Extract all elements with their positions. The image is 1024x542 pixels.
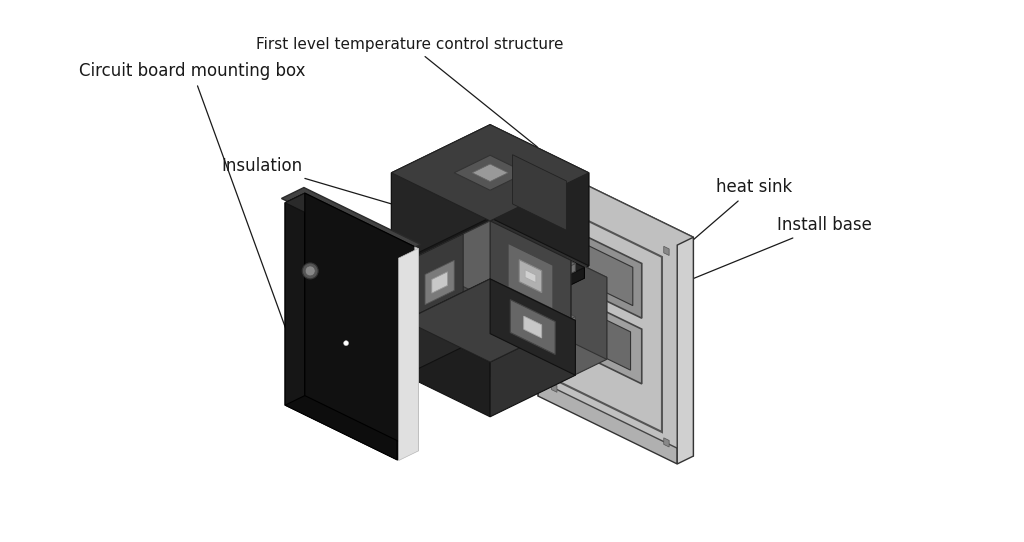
- Polygon shape: [490, 260, 570, 376]
- Polygon shape: [305, 193, 417, 450]
- Polygon shape: [664, 246, 669, 255]
- Polygon shape: [425, 260, 455, 305]
- Polygon shape: [410, 234, 463, 337]
- Polygon shape: [404, 320, 490, 417]
- Polygon shape: [588, 246, 633, 306]
- Text: Insulation: Insulation: [221, 157, 476, 229]
- Polygon shape: [404, 279, 575, 362]
- Polygon shape: [282, 188, 421, 255]
- Polygon shape: [396, 222, 585, 313]
- Polygon shape: [285, 396, 417, 460]
- Polygon shape: [391, 125, 490, 266]
- Polygon shape: [490, 267, 585, 324]
- Text: Install base: Install base: [617, 216, 871, 309]
- Text: First level temperature control structure: First level temperature control structur…: [256, 37, 564, 147]
- Polygon shape: [523, 316, 542, 338]
- Polygon shape: [410, 260, 490, 376]
- Polygon shape: [397, 248, 417, 460]
- Polygon shape: [410, 221, 570, 300]
- Polygon shape: [490, 221, 570, 337]
- Circle shape: [305, 266, 315, 276]
- Polygon shape: [566, 257, 607, 359]
- Polygon shape: [490, 279, 575, 375]
- Circle shape: [344, 341, 348, 346]
- Polygon shape: [285, 193, 417, 257]
- Polygon shape: [285, 193, 305, 405]
- Polygon shape: [410, 221, 490, 337]
- Circle shape: [302, 263, 318, 279]
- Polygon shape: [539, 169, 693, 245]
- Polygon shape: [490, 275, 575, 324]
- Polygon shape: [432, 272, 447, 293]
- Polygon shape: [490, 317, 575, 366]
- Polygon shape: [504, 257, 566, 370]
- Polygon shape: [552, 191, 557, 201]
- Polygon shape: [508, 243, 553, 309]
- Polygon shape: [513, 154, 566, 230]
- Polygon shape: [396, 267, 490, 324]
- Polygon shape: [490, 320, 575, 417]
- Polygon shape: [539, 169, 554, 396]
- Polygon shape: [415, 247, 419, 451]
- Polygon shape: [525, 270, 536, 282]
- Polygon shape: [490, 222, 575, 271]
- Polygon shape: [552, 383, 557, 392]
- Polygon shape: [539, 177, 677, 464]
- Polygon shape: [391, 173, 490, 314]
- Polygon shape: [455, 155, 526, 190]
- Text: heat sink: heat sink: [573, 178, 792, 344]
- Polygon shape: [490, 263, 575, 313]
- Polygon shape: [404, 275, 575, 358]
- Polygon shape: [404, 279, 490, 375]
- Polygon shape: [519, 260, 542, 293]
- Polygon shape: [490, 125, 589, 266]
- Polygon shape: [391, 125, 589, 221]
- Polygon shape: [396, 244, 443, 279]
- Polygon shape: [554, 169, 693, 456]
- Polygon shape: [677, 237, 693, 464]
- Polygon shape: [510, 300, 555, 354]
- Polygon shape: [504, 257, 607, 308]
- Polygon shape: [398, 248, 419, 461]
- Polygon shape: [579, 299, 642, 384]
- Polygon shape: [404, 222, 575, 305]
- Polygon shape: [579, 233, 642, 318]
- Polygon shape: [472, 164, 508, 182]
- Polygon shape: [504, 288, 544, 390]
- Polygon shape: [285, 203, 397, 460]
- Polygon shape: [590, 312, 631, 370]
- Polygon shape: [544, 278, 607, 390]
- Polygon shape: [490, 173, 589, 314]
- Text: Circuit board mounting box: Circuit board mounting box: [79, 62, 305, 351]
- Polygon shape: [664, 438, 669, 447]
- Polygon shape: [396, 222, 490, 279]
- Polygon shape: [490, 222, 585, 279]
